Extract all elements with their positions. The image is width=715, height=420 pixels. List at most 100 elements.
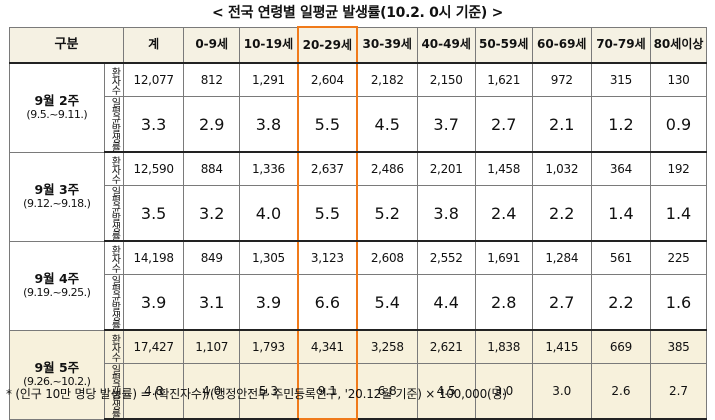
week-label-cell: 9월 3주 (9.12.~9.18.) <box>9 151 105 242</box>
count-value-cell: 884 <box>183 151 241 186</box>
rate-value-cell: 4.8 <box>123 363 185 420</box>
column-header: 60-69세 <box>531 26 592 64</box>
column-header: 70-79세 <box>590 26 652 64</box>
rate-value-cell: 0.9 <box>650 96 707 153</box>
count-value-cell: 17,427 <box>123 329 185 364</box>
rate-value-cell: 2.2 <box>531 185 592 242</box>
rate-value-cell: 3.9 <box>239 274 299 331</box>
rate-value-cell: 3.8 <box>416 185 476 242</box>
rate-sublabel-cell: 일평균발생률 <box>103 274 125 331</box>
count-value-cell: 561 <box>590 240 652 275</box>
week-dates: (9.19.~9.25.) <box>23 285 91 299</box>
count-value-cell: 1,691 <box>474 240 533 275</box>
column-header: 10-19세 <box>239 26 299 64</box>
count-value-cell: 385 <box>650 329 707 364</box>
rate-value-cell: 2.9 <box>183 96 241 153</box>
column-header: 계 <box>123 26 185 64</box>
table-row-count: 9월 2주 (9.5.~9.11.) 환자수 12,077 812 1,291 2,604 2… <box>9 62 707 153</box>
count-value-cell: 2,637 <box>296 151 358 186</box>
rate-sublabel-cell: 일평균발생률 <box>103 363 125 420</box>
count-value-cell: 3,123 <box>296 240 358 275</box>
rate-sublabel: 일평균발생률 <box>108 97 120 151</box>
rate-value-cell: 3.2 <box>183 185 241 242</box>
count-value-cell: 2,182 <box>356 62 418 97</box>
rate-value-cell: 6.8 <box>356 363 418 420</box>
count-value-cell: 12,590 <box>123 151 185 186</box>
rate-sublabel-cell: 일평균발생률 <box>103 185 125 242</box>
count-sublabel: 환자수 <box>108 333 120 361</box>
count-value-cell: 2,552 <box>416 240 476 275</box>
rate-sublabel-cell: 일평균발생률 <box>103 96 125 153</box>
header-row: 구분 계 0-9세 10-19세 20-29세 30-39세 40-49세 50… <box>8 26 707 64</box>
count-value-cell: 315 <box>590 62 652 97</box>
table-row-rate: 일평균발생률 4.8 4.0 5.3 9.1 6.8 4.5 3.0 3.0 2.6 2.7 <box>10 363 707 420</box>
rate-value-cell: 3.8 <box>239 96 299 153</box>
count-sublabel-cell: 환자수 <box>103 329 125 364</box>
column-header: 0-9세 <box>183 26 241 64</box>
week-label-cell: 9월 4주 (9.19.~9.25.) <box>9 240 105 331</box>
week-dates: (9.5.~9.11.) <box>26 107 88 121</box>
count-value-cell: 849 <box>183 240 241 275</box>
count-value-cell: 364 <box>590 151 652 186</box>
week-label: 9월 3주 <box>34 181 80 197</box>
count-value-cell: 2,608 <box>356 240 418 275</box>
count-value-cell: 1,305 <box>239 240 299 275</box>
week-dates: (9.12.~9.18.) <box>23 196 91 210</box>
rate-value-cell: 5.2 <box>356 185 418 242</box>
rate-value-cell: 5.4 <box>356 274 418 331</box>
rate-value-cell: 4.5 <box>356 96 418 153</box>
count-value-cell: 1,291 <box>239 62 299 97</box>
rate-value-cell: 3.0 <box>531 363 592 420</box>
rate-value-cell: 1.2 <box>590 96 652 153</box>
rate-value-cell: 2.8 <box>474 274 533 331</box>
count-sublabel-cell: 환자수 <box>103 240 125 275</box>
count-value-cell: 14,198 <box>123 240 185 275</box>
count-sublabel: 환자수 <box>108 155 120 183</box>
count-value-cell: 192 <box>650 151 707 186</box>
rate-sublabel: 일평균발생률 <box>108 275 120 329</box>
rate-sublabel: 일평균발생률 <box>108 364 120 418</box>
rate-value-cell: 3.5 <box>123 185 185 242</box>
count-value-cell: 669 <box>590 329 652 364</box>
rate-value-cell: 1.4 <box>590 185 652 242</box>
count-value-cell: 3,258 <box>356 329 418 364</box>
rate-value-cell: 5.3 <box>239 363 299 420</box>
rate-value-cell: 3.7 <box>416 96 476 153</box>
count-value-cell: 2,150 <box>416 62 476 97</box>
count-value-cell: 1,336 <box>239 151 299 186</box>
column-header: 30-39세 <box>356 26 418 64</box>
rate-value-cell: 2.2 <box>590 274 652 331</box>
table-title: < 전국 연령별 일평균 발생률(10.2. 0시 기준) > <box>212 5 503 21</box>
count-value-cell: 1,032 <box>531 151 592 186</box>
rate-value-cell: 9.1 <box>296 363 358 420</box>
column-header: 20-29세 <box>296 26 358 64</box>
count-value-cell: 12,077 <box>123 62 185 97</box>
table-body: 9월 2주 (9.5.~9.11.) 환자수 12,077 812 1,291 2,604 2… <box>9 62 707 420</box>
column-header: 50-59세 <box>474 26 533 64</box>
rate-value-cell: 2.7 <box>650 363 707 420</box>
rate-value-cell: 5.5 <box>296 185 358 242</box>
count-value-cell: 1,458 <box>474 151 533 186</box>
rate-value-cell: 2.7 <box>531 274 592 331</box>
rate-value-cell: 4.0 <box>183 363 241 420</box>
footnote: * (인구 10만 명당 발생률) = (확진자수)/(행정안전부 주민등록인구… <box>6 387 507 401</box>
week-dates: (9.26.~10.2.) <box>23 374 91 388</box>
rate-value-cell: 3.3 <box>123 96 185 153</box>
rate-value-cell: 2.6 <box>590 363 652 420</box>
count-value-cell: 972 <box>531 62 592 97</box>
count-value-cell: 130 <box>650 62 707 97</box>
table-row-rate: 일평균발생률 3.3 2.9 3.8 5.5 4.5 3.7 2.7 2.1 1.2 0.9 <box>10 96 707 153</box>
table-row-rate: 일평균발생률 3.5 3.2 4.0 5.5 5.2 3.8 2.4 2.2 1.4 1.4 <box>10 185 707 242</box>
rate-value-cell: 5.5 <box>296 96 358 153</box>
rate-value-cell: 1.6 <box>650 274 707 331</box>
rate-value-cell: 3.9 <box>123 274 185 331</box>
rate-value-cell: 4.5 <box>416 363 476 420</box>
count-value-cell: 2,201 <box>416 151 476 186</box>
column-header: 40-49세 <box>416 26 476 64</box>
rate-value-cell: 2.4 <box>474 185 533 242</box>
table-row-rate: 일평균발생률 3.9 3.1 3.9 6.6 5.4 4.4 2.8 2.7 2.2 1.6 <box>10 274 707 331</box>
rate-value-cell: 6.6 <box>296 274 358 331</box>
count-value-cell: 2,604 <box>296 62 358 97</box>
count-value-cell: 1,793 <box>239 329 299 364</box>
count-value-cell: 1,107 <box>183 329 241 364</box>
